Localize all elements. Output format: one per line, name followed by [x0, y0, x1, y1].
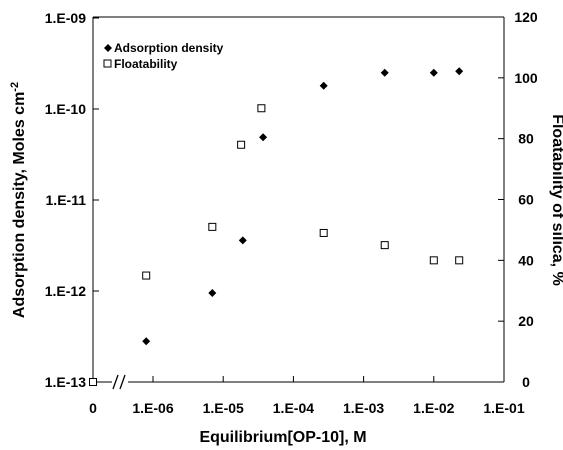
tick-labels: 1.E-13 1.E-12 1.E-11 1.E-10 1.E-09 0 20 40 60 80 1… — [45, 9, 538, 416]
adsorption-density-point — [238, 236, 247, 245]
adsorption-density-point — [208, 289, 217, 298]
y-axis-left-title-superscript: -2 — [9, 82, 21, 92]
y-right-tick-label: 80 — [518, 131, 534, 147]
adsorption-density-point — [429, 68, 438, 77]
floatability-point — [429, 256, 438, 265]
x-tick-label: 1.E-03 — [343, 400, 384, 416]
adsorption-density-point — [455, 67, 464, 76]
legend-marker-adsorption-diamond — [104, 44, 112, 52]
y-axis-right-title: Floatability of silica, % — [549, 114, 563, 286]
y-left-tick-label: 1.E-13 — [45, 374, 86, 390]
floatability-point — [257, 104, 266, 113]
floatability-point — [142, 271, 151, 280]
floatability-point — [208, 222, 217, 231]
y-left-tick-label: 1.E-12 — [45, 283, 86, 299]
floatability-point — [319, 228, 328, 237]
x-tick-label: 1.E-05 — [203, 400, 244, 416]
adsorption-density-point — [319, 81, 328, 90]
y-right-tick-label: 20 — [518, 313, 534, 329]
legend-label-adsorption: Adsorption density — [114, 41, 224, 55]
x-tick-label: 1.E-04 — [273, 400, 314, 416]
y-right-tick-label: 0 — [522, 374, 530, 390]
data-marks — [89, 67, 464, 386]
floatability-point — [89, 378, 97, 386]
x-tick-label-zero: 0 — [89, 400, 97, 416]
y-left-tick-label: 1.E-09 — [45, 10, 86, 26]
adsorption-density-point — [380, 68, 389, 77]
legend-marker-floatability-square — [103, 59, 112, 68]
y-left-tick-label: 1.E-11 — [46, 192, 87, 208]
y-axis-left-title-main: Adsorption density, Moles cm — [11, 92, 28, 318]
axes — [92, 16, 505, 390]
adsorption-density-point — [142, 337, 151, 346]
y-right-tick-label: 40 — [518, 252, 534, 268]
floatability-point — [380, 241, 389, 250]
legend: Adsorption density Floatability — [103, 41, 224, 71]
floatability-point — [237, 140, 246, 149]
legend-label-floatability: Floatability — [114, 57, 178, 71]
x-tick-label: 1.E-01 — [483, 400, 524, 416]
x-axis-break-mark — [112, 374, 119, 390]
x-tick-label: 1.E-02 — [413, 400, 454, 416]
y-left-tick-label: 1.E-10 — [45, 101, 86, 117]
y-right-tick-label: 120 — [514, 9, 538, 25]
y-right-tick-label: 60 — [518, 192, 534, 208]
adsorption-density-point — [259, 133, 268, 142]
x-tick-label: 1.E-06 — [132, 400, 173, 416]
x-axis-title: Equilibrium[OP-10], M — [199, 429, 366, 446]
y-right-tick-label: 100 — [514, 70, 538, 86]
floatability-point — [455, 256, 464, 265]
x-axis-break-mark — [119, 374, 126, 390]
y-axis-left-title: Adsorption density, Moles cm-2 — [9, 82, 28, 318]
